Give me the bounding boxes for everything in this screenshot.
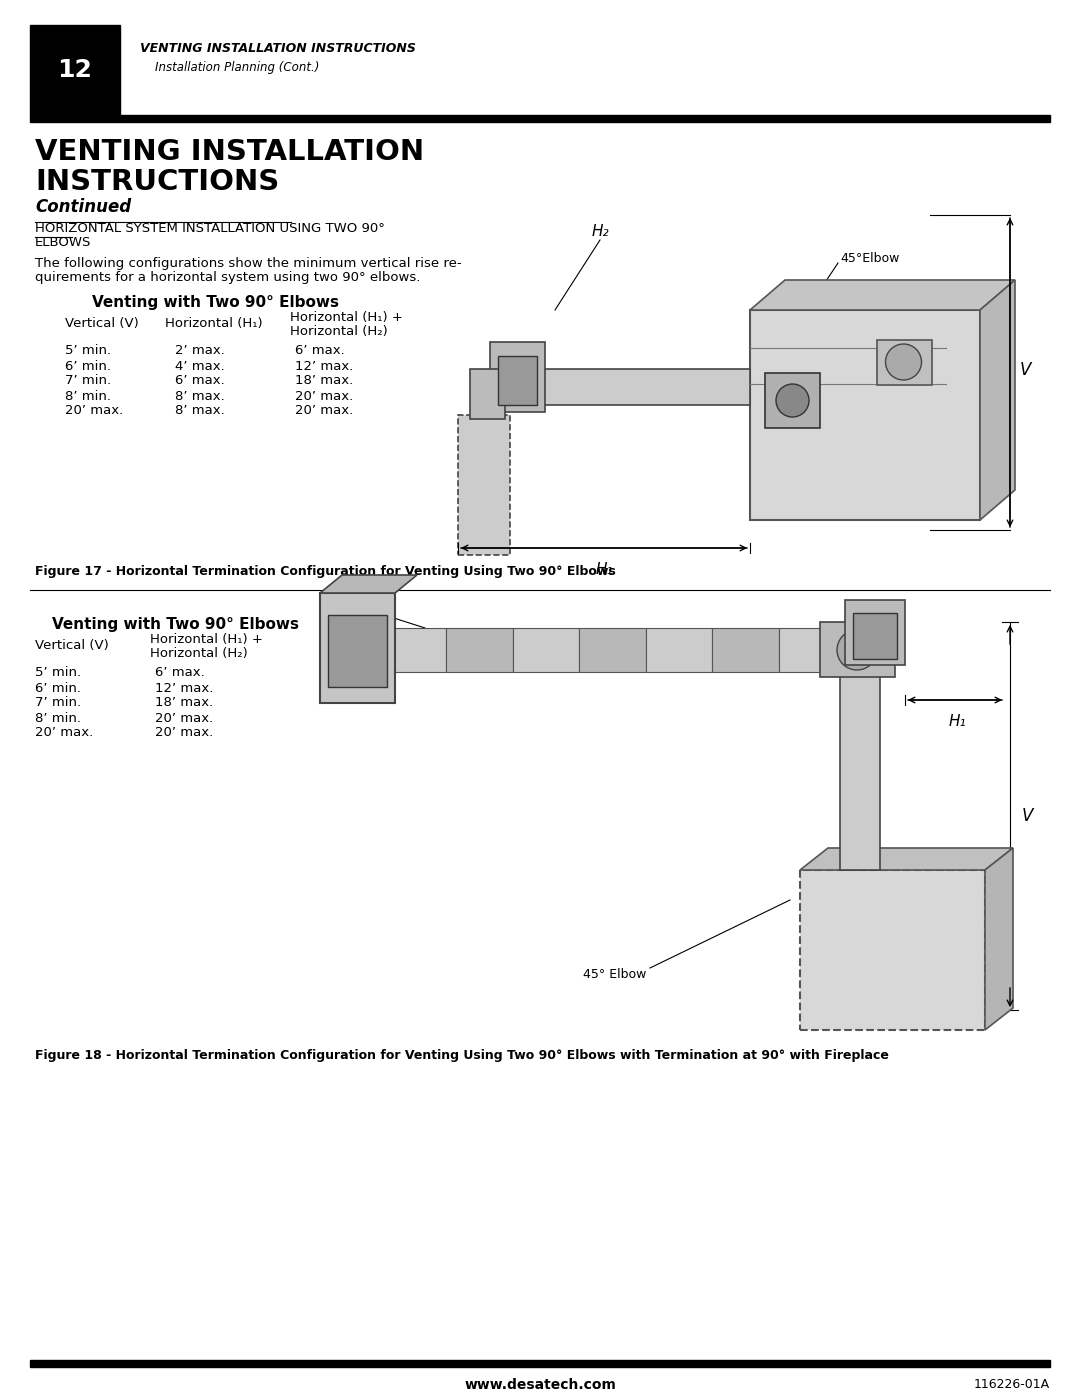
Text: HORIZONTAL SYSTEM INSTALLATION USING TWO 90°: HORIZONTAL SYSTEM INSTALLATION USING TWO…: [35, 222, 384, 235]
Text: H₂: H₂: [591, 225, 609, 239]
Bar: [446, 629, 513, 672]
Text: Horizontal (H₂): Horizontal (H₂): [150, 647, 247, 661]
Text: Horizontal (H₁): Horizontal (H₁): [165, 317, 262, 330]
Text: 20’ max.: 20’ max.: [35, 726, 93, 739]
Text: 6’ min.: 6’ min.: [35, 682, 81, 694]
Text: quirements for a horizontal system using two 90° elbows.: quirements for a horizontal system using…: [35, 271, 420, 285]
Bar: [498, 355, 537, 405]
Text: H₂: H₂: [352, 599, 370, 615]
Text: 12: 12: [57, 59, 93, 82]
Text: www.desatech.com: www.desatech.com: [464, 1377, 616, 1391]
Circle shape: [886, 344, 921, 380]
Text: 20’ max.: 20’ max.: [65, 405, 123, 418]
Polygon shape: [985, 848, 1013, 1030]
Bar: [765, 373, 820, 427]
Bar: [30, 115, 1050, 122]
Bar: [840, 659, 880, 870]
Text: 20’ max.: 20’ max.: [295, 390, 353, 402]
Bar: [513, 629, 579, 672]
Bar: [490, 341, 545, 412]
Polygon shape: [800, 848, 1013, 870]
Text: 5’ min.: 5’ min.: [65, 345, 111, 358]
Bar: [579, 629, 646, 672]
Text: 116226-01A: 116226-01A: [974, 1379, 1050, 1391]
Text: Venting with Two 90° Elbows: Venting with Two 90° Elbows: [92, 296, 338, 310]
Bar: [800, 870, 985, 1030]
Text: 20’ max.: 20’ max.: [156, 726, 213, 739]
Text: Horizontal (H₁) +: Horizontal (H₁) +: [150, 633, 262, 645]
Text: Horizontal (H₁) +: Horizontal (H₁) +: [291, 310, 403, 324]
Bar: [779, 629, 845, 672]
Text: Venting with Two 90° Elbows: Venting with Two 90° Elbows: [52, 617, 298, 633]
Text: H₁: H₁: [595, 562, 612, 577]
Text: Figure 18 - Horizontal Termination Configuration for Venting Using Two 90° Elbow: Figure 18 - Horizontal Termination Confi…: [35, 1049, 889, 1062]
Bar: [30, 1361, 1050, 1368]
Bar: [30, 25, 120, 115]
Bar: [458, 415, 510, 555]
Text: Horizontal (H₂): Horizontal (H₂): [291, 324, 388, 338]
Text: The following configurations show the minimum vertical rise re-: The following configurations show the mi…: [35, 257, 461, 270]
Bar: [820, 622, 895, 678]
Text: 45°Elbow: 45°Elbow: [840, 251, 900, 264]
Text: V: V: [1020, 360, 1031, 379]
Polygon shape: [980, 279, 1015, 520]
Text: 8’ min.: 8’ min.: [65, 390, 111, 402]
Bar: [750, 310, 980, 520]
Text: INSTRUCTIONS: INSTRUCTIONS: [35, 168, 280, 196]
Text: Vertical (V): Vertical (V): [65, 317, 138, 330]
Text: 7’ min.: 7’ min.: [65, 374, 111, 387]
Text: V: V: [1022, 807, 1034, 826]
Bar: [712, 629, 779, 672]
Text: Installation Planning (Cont.): Installation Planning (Cont.): [140, 61, 320, 74]
Text: 6’ max.: 6’ max.: [175, 374, 225, 387]
Bar: [845, 599, 905, 665]
Circle shape: [837, 630, 877, 671]
Text: VENTING INSTALLATION INSTRUCTIONS: VENTING INSTALLATION INSTRUCTIONS: [140, 42, 416, 54]
Polygon shape: [320, 576, 417, 592]
Text: 6’ max.: 6’ max.: [156, 666, 205, 679]
Text: 18’ max.: 18’ max.: [156, 697, 213, 710]
Text: 45° Elbow: 45° Elbow: [583, 968, 647, 982]
Text: 12’ max.: 12’ max.: [156, 682, 214, 694]
Text: ELBOWS: ELBOWS: [35, 236, 92, 250]
Text: 6’ max.: 6’ max.: [295, 345, 345, 358]
Text: 8’ max.: 8’ max.: [175, 405, 225, 418]
Bar: [320, 592, 395, 703]
Text: H₁: H₁: [948, 714, 967, 729]
Bar: [328, 615, 387, 686]
Text: 5’ min.: 5’ min.: [35, 666, 81, 679]
Text: 8’ max.: 8’ max.: [175, 390, 225, 402]
Text: 20’ max.: 20’ max.: [156, 711, 213, 725]
Text: Continued: Continued: [35, 198, 131, 217]
Text: VENTING INSTALLATION: VENTING INSTALLATION: [35, 138, 424, 166]
Text: Vertical (V): Vertical (V): [35, 638, 109, 651]
Text: 4’ max.: 4’ max.: [175, 359, 225, 373]
Text: 18’ max.: 18’ max.: [295, 374, 353, 387]
Text: Figure 17 - Horizontal Termination Configuration for Venting Using Two 90° Elbow: Figure 17 - Horizontal Termination Confi…: [35, 566, 616, 578]
Text: 6’ min.: 6’ min.: [65, 359, 111, 373]
Circle shape: [777, 384, 809, 416]
Bar: [530, 369, 750, 405]
Bar: [877, 339, 931, 386]
Bar: [646, 629, 712, 672]
Text: 20’ max.: 20’ max.: [295, 405, 353, 418]
Bar: [853, 613, 897, 658]
Text: 8’ min.: 8’ min.: [35, 711, 81, 725]
Bar: [380, 629, 446, 672]
Bar: [470, 369, 505, 419]
Text: 7’ min.: 7’ min.: [35, 697, 81, 710]
Polygon shape: [750, 279, 1015, 310]
Text: 12’ max.: 12’ max.: [295, 359, 353, 373]
Text: 2’ max.: 2’ max.: [175, 345, 225, 358]
